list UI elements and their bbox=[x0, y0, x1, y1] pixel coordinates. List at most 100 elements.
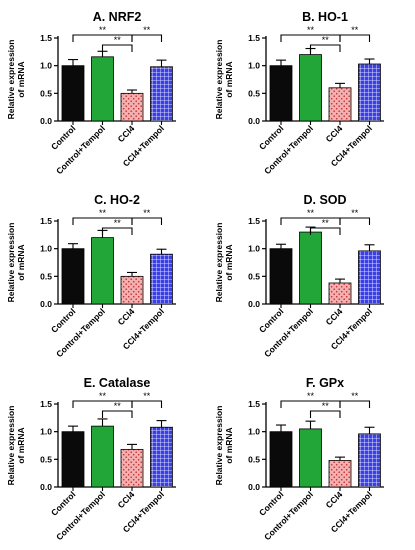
chart-title: E. Catalase bbox=[84, 376, 151, 390]
significance-label: ** bbox=[99, 25, 107, 35]
x-tick-label: Control bbox=[49, 123, 77, 151]
y-tick-label: 1.0 bbox=[40, 427, 52, 437]
y-tick-label: 1.5 bbox=[40, 399, 52, 409]
y-tick-label: 1.0 bbox=[248, 427, 260, 437]
significance-bracket bbox=[339, 34, 371, 42]
chart-title: F. GPx bbox=[306, 376, 344, 390]
x-tick-label: Control bbox=[257, 489, 285, 517]
chart-panel: D. SOD Relative expressionof mRNA 0.0 0.5 1.… bbox=[214, 193, 384, 359]
y-tick-label: 1.5 bbox=[248, 399, 260, 409]
y-tick-label: 0.0 bbox=[248, 116, 260, 126]
significance-bracket bbox=[280, 34, 341, 42]
significance-label: ** bbox=[322, 35, 330, 45]
significance-label: ** bbox=[114, 35, 122, 45]
y-tick-label: 1.0 bbox=[248, 61, 260, 71]
significance-label: ** bbox=[114, 218, 122, 228]
y-tick-label: 0.0 bbox=[248, 482, 260, 492]
bar bbox=[328, 460, 352, 488]
bar bbox=[299, 54, 322, 122]
significance-bracket bbox=[309, 410, 341, 418]
y-axis-label: Relative expressionof mRNA bbox=[6, 223, 26, 303]
significance-label: ** bbox=[351, 25, 359, 35]
bar bbox=[61, 431, 85, 488]
bar bbox=[120, 448, 144, 488]
significance-label: ** bbox=[143, 25, 151, 35]
significance-bracket bbox=[101, 227, 133, 235]
x-tick-label: Control bbox=[257, 123, 285, 151]
chart-panel: C. HO-2 Relative expressionof mRNA 0.0 0.5 1… bbox=[6, 193, 176, 359]
chart-title: B. HO-1 bbox=[302, 10, 348, 24]
y-tick-label: 0.5 bbox=[248, 454, 260, 464]
x-tick-label: CCl4 bbox=[324, 306, 345, 327]
significance-bracket bbox=[280, 217, 341, 225]
x-tick-label: CCl4 bbox=[116, 123, 137, 144]
chart-title: D. SOD bbox=[303, 193, 346, 207]
bar bbox=[299, 428, 322, 488]
bar bbox=[299, 231, 322, 305]
y-tick-label: 1.5 bbox=[248, 33, 260, 43]
chart-panel: F. GPx Relative expressionof mRNA 0.0 0.5 1.… bbox=[214, 376, 384, 542]
x-tick-label: Control bbox=[49, 489, 77, 517]
y-tick-label: 0.0 bbox=[248, 299, 260, 309]
significance-bracket bbox=[131, 400, 163, 408]
significance-bracket bbox=[131, 34, 163, 42]
significance-label: ** bbox=[307, 25, 315, 35]
significance-bracket bbox=[309, 227, 341, 235]
significance-label: ** bbox=[322, 401, 330, 411]
y-tick-label: 1.0 bbox=[248, 244, 260, 254]
significance-label: ** bbox=[307, 208, 315, 218]
significance-label: ** bbox=[351, 391, 359, 401]
significance-bracket bbox=[72, 217, 133, 225]
y-tick-label: 1.0 bbox=[40, 61, 52, 71]
y-tick-label: 0.5 bbox=[40, 88, 52, 98]
significance-label: ** bbox=[322, 218, 330, 228]
significance-label: ** bbox=[307, 391, 315, 401]
chart-panel: B. HO-1 Relative expressionof mRNA 0.0 0.5 1… bbox=[214, 10, 384, 176]
y-tick-label: 0.5 bbox=[40, 454, 52, 464]
significance-bracket bbox=[280, 400, 341, 408]
significance-bracket bbox=[72, 400, 133, 408]
y-axis-label: Relative expressionof mRNA bbox=[214, 406, 234, 486]
bar bbox=[269, 65, 293, 122]
significance-label: ** bbox=[351, 208, 359, 218]
y-axis-label: Relative expressionof mRNA bbox=[6, 40, 26, 120]
x-tick-label: Control bbox=[257, 306, 285, 334]
chart-title: A. NRF2 bbox=[93, 10, 142, 24]
bar bbox=[91, 56, 114, 122]
significance-bracket bbox=[101, 410, 133, 418]
significance-bracket bbox=[339, 400, 371, 408]
significance-bracket bbox=[101, 44, 133, 52]
y-axis-label: Relative expressionof mRNA bbox=[214, 40, 234, 120]
bar bbox=[120, 275, 144, 305]
y-tick-label: 1.5 bbox=[40, 216, 52, 226]
significance-bracket bbox=[339, 217, 371, 225]
significance-label: ** bbox=[143, 208, 151, 218]
significance-label: ** bbox=[114, 401, 122, 411]
bar bbox=[328, 282, 352, 305]
chart-panel: E. Catalase Relative expressionof mRNA 0.0… bbox=[6, 376, 176, 542]
bar bbox=[358, 250, 381, 305]
bar bbox=[61, 248, 85, 305]
x-tick-label: CCl4 bbox=[324, 489, 345, 510]
y-tick-label: 0.5 bbox=[248, 271, 260, 281]
y-tick-label: 0.5 bbox=[248, 88, 260, 98]
y-tick-label: 0.0 bbox=[40, 482, 52, 492]
significance-label: ** bbox=[99, 391, 107, 401]
chart-panel: A. NRF2 Relative expressionof mRNA 0.0 0.5 1… bbox=[6, 10, 176, 176]
y-axis-label: Relative expressionof mRNA bbox=[6, 406, 26, 486]
bar bbox=[269, 431, 293, 488]
x-tick-label: CCl4 bbox=[116, 306, 137, 327]
significance-label: ** bbox=[143, 391, 151, 401]
y-tick-label: 1.5 bbox=[40, 33, 52, 43]
x-tick-label: Control bbox=[49, 306, 77, 334]
bar bbox=[150, 426, 173, 488]
bar bbox=[91, 237, 114, 305]
y-tick-label: 0.0 bbox=[40, 116, 52, 126]
y-tick-label: 1.5 bbox=[248, 216, 260, 226]
significance-label: ** bbox=[99, 208, 107, 218]
y-axis-label: Relative expressionof mRNA bbox=[214, 223, 234, 303]
bar bbox=[150, 66, 173, 122]
x-tick-label: CCl4 bbox=[324, 123, 345, 144]
